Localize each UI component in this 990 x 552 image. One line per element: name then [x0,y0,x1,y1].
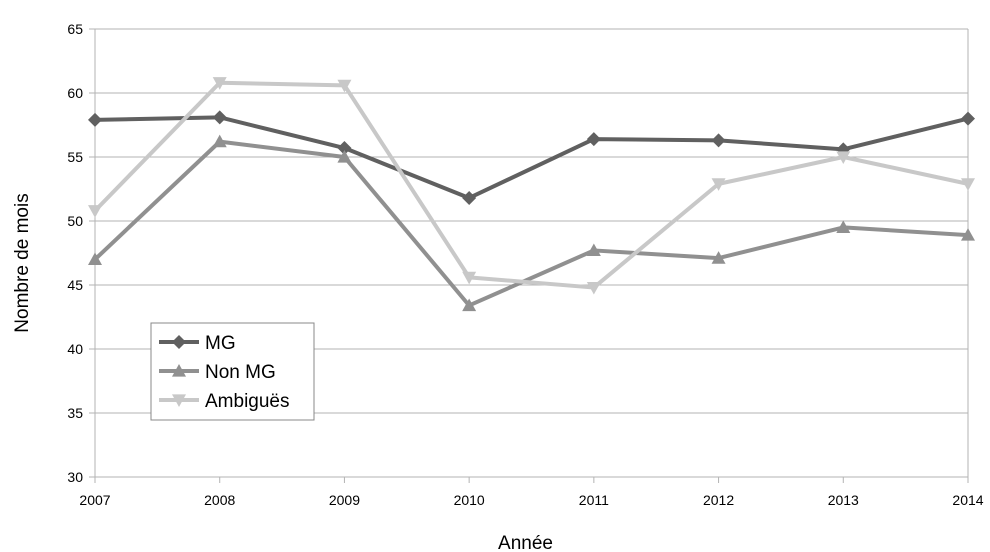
x-tick-label: 2013 [828,492,859,508]
data-point [88,252,102,265]
y-tick-label: 50 [67,213,83,229]
x-tick-label: 2007 [79,492,110,508]
x-tick-label: 2008 [204,492,235,508]
x-tick-label: 2012 [703,492,734,508]
legend-entry: Non MG [159,362,276,383]
data-point [462,190,477,205]
data-point [586,132,601,147]
y-tick-label: 60 [67,85,83,101]
data-point [961,111,975,126]
x-tick-label: 2010 [454,492,485,508]
y-tick-label: 30 [67,469,83,485]
data-point [337,141,352,156]
y-tick-label: 35 [67,405,83,421]
y-axis-title: Nombre de mois [12,193,33,332]
data-point [711,133,726,148]
axes: 30 35 40 45 50 55 60 65 2007 2008 2009 2010 2011 2012… [67,21,983,508]
x-axis-title: Année [498,533,553,552]
data-point [586,243,601,257]
series-group [88,77,975,312]
y-tick-label: 45 [67,277,83,293]
series-line [93,80,969,290]
data-point [88,205,102,218]
legend-marker [172,364,186,377]
data-point [961,178,975,191]
series-line [94,115,969,200]
legend: MG Non MG Ambiguës [150,322,315,421]
y-tick-label: 40 [67,341,83,357]
series-1 [88,134,975,312]
data-point [836,151,851,164]
legend-entry: MG [159,333,236,354]
data-point [337,150,352,163]
data-point [961,228,975,241]
data-point [836,220,851,233]
data-point [586,281,601,295]
x-tick-label: 2011 [579,492,609,508]
data-point [462,271,477,285]
data-point [212,134,227,148]
series-2 [88,77,975,295]
data-point [462,298,477,312]
data-point [88,112,102,127]
data-point [212,110,227,125]
x-tick-label: 2014 [952,492,983,508]
legend-label: MG [205,333,236,354]
legend-entry: Ambiguës [159,391,290,412]
y-tick-label: 55 [67,149,83,165]
x-tick-label: 2009 [329,492,360,508]
series-0 [88,110,975,205]
data-point [711,251,726,264]
data-point [711,178,726,191]
legend-label: Non MG [205,362,276,383]
data-point [337,79,352,93]
legend-marker [172,394,186,407]
y-tick-label: 65 [67,21,83,37]
data-point [212,77,227,90]
series-line [93,139,969,308]
legend-marker [172,335,186,349]
legend-label: Ambiguës [205,391,290,412]
